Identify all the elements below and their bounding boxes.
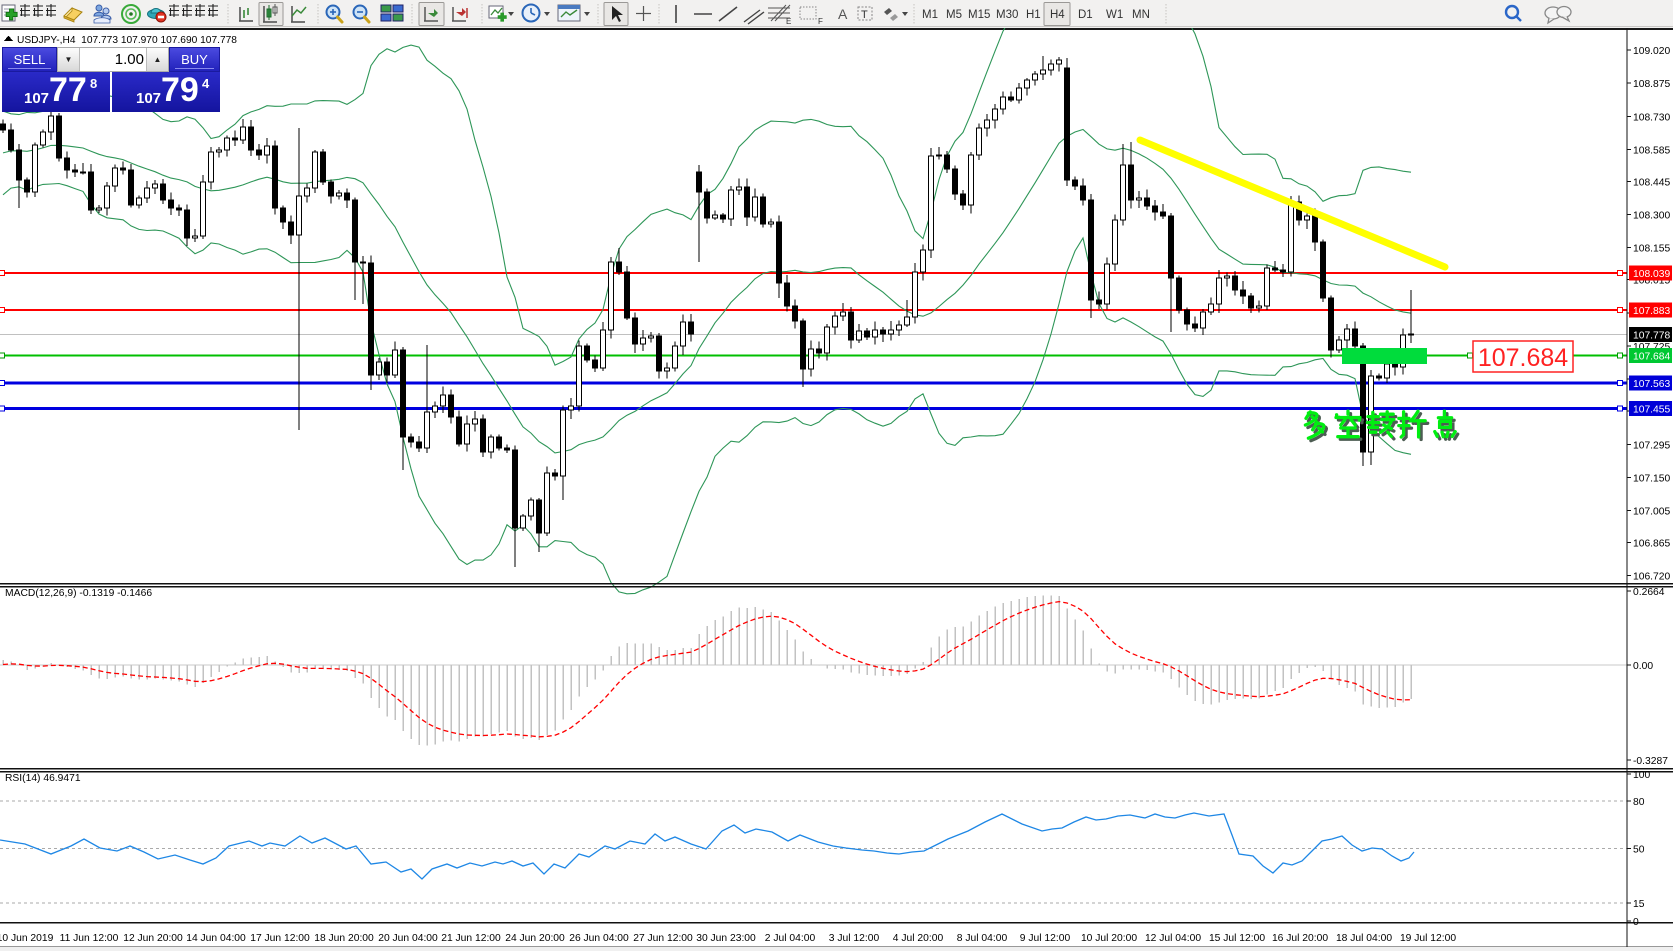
svg-text:MN: MN xyxy=(1132,9,1150,21)
svg-text:15: 15 xyxy=(1633,899,1645,910)
svg-text:9 Jul 12:00: 9 Jul 12:00 xyxy=(1020,933,1071,944)
svg-text:15 Jul 12:00: 15 Jul 12:00 xyxy=(1209,933,1265,944)
svg-text:M1: M1 xyxy=(922,9,938,21)
svg-text:10 Jun 2019: 10 Jun 2019 xyxy=(0,933,54,944)
svg-text:H1: H1 xyxy=(1026,9,1041,21)
svg-text:107.150: 107.150 xyxy=(1633,473,1670,484)
svg-text:21 Jun 12:00: 21 Jun 12:00 xyxy=(441,933,501,944)
svg-text:18 Jul 04:00: 18 Jul 04:00 xyxy=(1336,933,1392,944)
svg-text:19 Jul 12:00: 19 Jul 12:00 xyxy=(1400,933,1456,944)
svg-text:20 Jun 04:00: 20 Jun 04:00 xyxy=(378,933,438,944)
svg-text:107.684: 107.684 xyxy=(1633,352,1670,363)
svg-text:106.865: 106.865 xyxy=(1633,539,1670,550)
svg-text:100: 100 xyxy=(1633,770,1650,781)
svg-text:107.725: 107.725 xyxy=(1633,342,1670,353)
svg-text:0: 0 xyxy=(1633,917,1639,928)
svg-text:11 Jun 12:00: 11 Jun 12:00 xyxy=(60,933,119,944)
svg-text:16 Jul 20:00: 16 Jul 20:00 xyxy=(1272,933,1328,944)
svg-text:107.005: 107.005 xyxy=(1633,507,1670,518)
svg-text:14 Jun 04:00: 14 Jun 04:00 xyxy=(186,933,246,944)
svg-text:F: F xyxy=(818,17,823,26)
svg-text:M30: M30 xyxy=(996,9,1018,21)
svg-text:MACD(12,26,9) -0.1319 -0.1466: MACD(12,26,9) -0.1319 -0.1466 xyxy=(5,588,152,599)
svg-text:80: 80 xyxy=(1633,797,1645,808)
svg-text:W1: W1 xyxy=(1106,9,1123,21)
svg-text:50: 50 xyxy=(1633,845,1645,856)
svg-text:12 Jun 20:00: 12 Jun 20:00 xyxy=(123,933,183,944)
svg-text:24 Jun 20:00: 24 Jun 20:00 xyxy=(505,933,565,944)
svg-text:8 Jul 04:00: 8 Jul 04:00 xyxy=(957,933,1008,944)
svg-text:108.445: 108.445 xyxy=(1633,177,1670,188)
svg-text:A: A xyxy=(838,6,848,22)
svg-text:10 Jul 20:00: 10 Jul 20:00 xyxy=(1081,933,1137,944)
svg-text:4 Jul 20:00: 4 Jul 20:00 xyxy=(893,933,944,944)
svg-text:2 Jul 04:00: 2 Jul 04:00 xyxy=(765,933,816,944)
svg-text:0.2664: 0.2664 xyxy=(1633,587,1665,598)
svg-text:E: E xyxy=(786,17,791,26)
svg-text:107.455: 107.455 xyxy=(1633,405,1670,416)
svg-text:107.883: 107.883 xyxy=(1633,306,1670,317)
svg-text:18 Jun 20:00: 18 Jun 20:00 xyxy=(314,933,374,944)
svg-text:107.563: 107.563 xyxy=(1633,379,1670,390)
svg-text:26 Jun 04:00: 26 Jun 04:00 xyxy=(569,933,629,944)
svg-text:H4: H4 xyxy=(1050,9,1065,21)
svg-text:109.020: 109.020 xyxy=(1633,46,1670,57)
svg-text:17 Jun 12:00: 17 Jun 12:00 xyxy=(250,933,310,944)
svg-text:108.300: 108.300 xyxy=(1633,211,1670,222)
svg-text:108.039: 108.039 xyxy=(1633,269,1670,280)
svg-text:USDJPY-,H4 107.773 107.970 10: USDJPY-,H4 107.773 107.970 107.690 107.7… xyxy=(17,35,237,46)
svg-text:12 Jul 04:00: 12 Jul 04:00 xyxy=(1145,933,1201,944)
svg-text:107.295: 107.295 xyxy=(1633,440,1670,451)
svg-text:30 Jun 23:00: 30 Jun 23:00 xyxy=(696,933,756,944)
svg-text:0.00: 0.00 xyxy=(1633,661,1653,672)
svg-text:106.720: 106.720 xyxy=(1633,572,1670,583)
svg-text:-0.3287: -0.3287 xyxy=(1633,756,1668,767)
svg-text:27 Jun 12:00: 27 Jun 12:00 xyxy=(633,933,693,944)
svg-text:108.875: 108.875 xyxy=(1633,79,1670,90)
svg-text:108.730: 108.730 xyxy=(1633,112,1670,123)
svg-text:108.155: 108.155 xyxy=(1633,244,1670,255)
svg-text:T: T xyxy=(861,9,868,21)
svg-text:107.778: 107.778 xyxy=(1633,331,1670,342)
svg-text:D1: D1 xyxy=(1078,9,1093,21)
svg-text:M5: M5 xyxy=(946,9,962,21)
svg-text:108.015: 108.015 xyxy=(1633,276,1670,287)
svg-text:3 Jul 12:00: 3 Jul 12:00 xyxy=(829,933,880,944)
svg-text:108.585: 108.585 xyxy=(1633,145,1670,156)
svg-text:RSI(14) 46.9471: RSI(14) 46.9471 xyxy=(5,773,81,784)
svg-text:M15: M15 xyxy=(968,9,990,21)
svg-text:107.684: 107.684 xyxy=(1478,344,1568,372)
